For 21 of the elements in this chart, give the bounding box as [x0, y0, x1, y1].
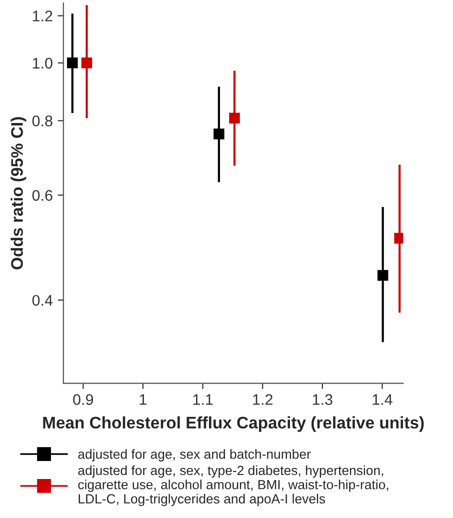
x-tick-label: 1.4 — [372, 394, 392, 405]
point — [214, 128, 224, 140]
legend-label: adjusted for age, sex and batch-number — [78, 449, 311, 462]
point — [81, 58, 92, 68]
y-tick-label: 0.4 — [32, 294, 53, 306]
legend-label: adjusted for age, sex, type-2 diabetes, hypertension, cigarette use, alcohol amount, BMI, waist-to-hip-ratio, LDL-C, Log-triglycerides and apoA-I levels — [78, 465, 388, 506]
point — [67, 58, 78, 68]
point — [229, 112, 240, 124]
y-tick-label: 1.0 — [32, 58, 52, 69]
x-tick-label: 0.9 — [73, 394, 94, 405]
x-tick-label: 1 — [140, 394, 146, 405]
x-tick-label: 1.2 — [253, 394, 272, 405]
y-tick-label: 0.6 — [32, 190, 52, 201]
y-tick-label: 1.2 — [32, 10, 52, 22]
x-tick-label: 1.1 — [193, 394, 213, 405]
point — [377, 270, 388, 281]
x-tick-label: 1.3 — [312, 394, 332, 405]
point — [394, 232, 404, 244]
x-axis-title: Mean Cholesterol Efflux Capacity (relative units) — [43, 416, 424, 432]
y-axis-title: Odds ratio (95% CI) — [10, 117, 26, 270]
y-tick-label: 0.8 — [32, 116, 52, 126]
